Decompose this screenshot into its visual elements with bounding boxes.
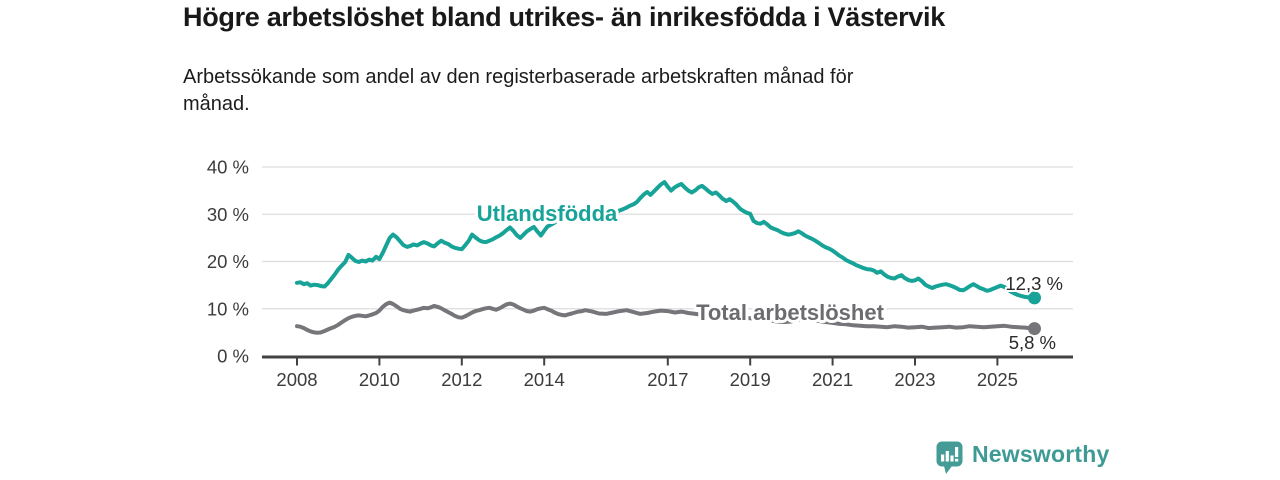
- series-end-value-label: 5,8 %: [1009, 332, 1056, 353]
- x-axis-tick-label: 2023: [894, 369, 935, 390]
- x-axis-tick-label: 2012: [441, 369, 482, 390]
- chart-title: Högre arbetslöshet bland utrikes- än inr…: [183, 2, 945, 32]
- x-axis-tick-label: 2010: [359, 369, 400, 390]
- newsworthy-logo-icon: [936, 441, 963, 474]
- x-axis-tick-label: 2014: [524, 369, 565, 390]
- logo-bar-1: [941, 454, 945, 462]
- series-line-utlandsfodda: [295, 180, 1037, 300]
- logo-bar-3: [950, 455, 954, 462]
- y-axis-tick-label: 30 %: [207, 204, 249, 225]
- x-axis-tick-label: 2008: [276, 369, 317, 390]
- logo-bubble-pointer: [944, 466, 952, 474]
- series-label-utlandsfodda: Utlandsfödda: [477, 201, 618, 226]
- series-label-total: Total arbetslöshet: [696, 300, 885, 325]
- x-axis-tick-label: 2017: [647, 369, 688, 390]
- chart-subtitle: Arbetssökande som andel av den registerb…: [183, 64, 853, 118]
- x-axis-tick-label: 2019: [730, 369, 771, 390]
- series-line-total: [295, 300, 1037, 335]
- series-end-dot: [1027, 322, 1041, 336]
- logo-bar-2: [945, 451, 949, 462]
- series-end-value-label: 12,3 %: [1005, 273, 1063, 294]
- newsworthy-branding: Newsworthy: [936, 441, 1109, 474]
- y-axis-tick-label: 10 %: [207, 298, 249, 319]
- series-end-dot: [1027, 291, 1041, 305]
- chart-subtitle-line1: Arbetssökande som andel av den registerb…: [183, 66, 854, 88]
- logo-exclamation-bar: [955, 447, 959, 457]
- chart-subtitle-line2: månad.: [183, 93, 250, 115]
- y-axis-tick-label: 20 %: [207, 251, 249, 272]
- newsworthy-logo-text: Newsworthy: [972, 441, 1110, 467]
- y-axis-tick-label: 40 %: [207, 157, 249, 178]
- logo-exclamation-dot: [955, 458, 959, 462]
- x-axis-tick-label: 2021: [812, 369, 853, 390]
- x-axis-tick-label: 2025: [977, 369, 1018, 390]
- logo-bubble: [936, 441, 963, 467]
- y-axis-tick-label: 0 %: [217, 346, 249, 367]
